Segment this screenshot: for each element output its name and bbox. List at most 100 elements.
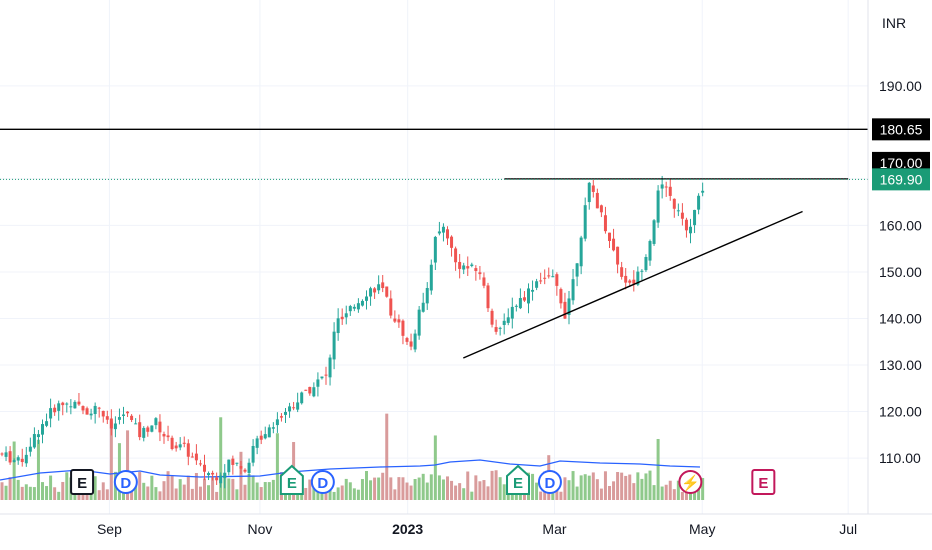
- volume-bar: [12, 441, 16, 500]
- candle-body: [284, 411, 287, 415]
- marker-badge: [113, 470, 138, 494]
- volume-bar: [405, 482, 409, 500]
- price-axis[interactable]: INR 110.00 120.00 130.00 140.00 150.00 160.00…: [879, 15, 922, 466]
- ascending-trendline-drawing[interactable]: [463, 210, 803, 359]
- volume-bar: [644, 473, 648, 500]
- level-170-tag: 170.00: [880, 155, 923, 171]
- candle-body: [20, 458, 24, 463]
- candle-body: [381, 282, 385, 289]
- candle-body: [551, 276, 555, 278]
- candle-body: [555, 274, 559, 286]
- candle-body: [599, 205, 603, 213]
- candle-body: [174, 445, 178, 449]
- time-tick-label: May: [689, 521, 715, 537]
- volume-bar: [571, 471, 575, 500]
- volume-bar: [490, 470, 494, 500]
- candle-body: [514, 305, 518, 307]
- currency-label: INR: [882, 15, 906, 31]
- candle-body: [45, 421, 49, 426]
- candle-body: [668, 186, 672, 196]
- volume-bar: [458, 483, 462, 500]
- candle-body: [628, 280, 632, 283]
- time-axis[interactable]: Sep Nov 2023 Mar May Jul: [97, 521, 857, 537]
- volume-bar: [53, 487, 57, 500]
- volume-bar: [203, 478, 206, 500]
- earnings-marker[interactable]: E: [751, 469, 776, 495]
- volume-bar: [328, 484, 332, 500]
- candle-body: [97, 407, 101, 409]
- candle-body: [275, 419, 279, 426]
- dividend-marker[interactable]: D: [310, 470, 335, 494]
- volume-bar: [397, 477, 401, 500]
- candle-body: [369, 288, 373, 297]
- candle-body: [332, 331, 336, 360]
- candle-body: [466, 266, 470, 269]
- volume-bar: [20, 486, 24, 500]
- marker-letter: ⚡: [681, 474, 700, 492]
- volume-bar: [267, 482, 271, 500]
- marker-badge: [279, 464, 304, 495]
- volume-bar: [620, 472, 624, 500]
- candle-body: [559, 289, 563, 304]
- candle-body: [336, 318, 340, 334]
- marker-letter: E: [77, 475, 87, 492]
- candle-body: [154, 418, 158, 426]
- volume-bar: [482, 480, 486, 500]
- candle-body: [328, 357, 332, 378]
- candle-body: [535, 281, 539, 288]
- volume-bar: [138, 472, 142, 500]
- volume-bar: [65, 472, 69, 500]
- volume-bar: [231, 478, 235, 500]
- candle-body: [595, 192, 599, 209]
- candle-body: [583, 205, 587, 239]
- candle-body: [494, 327, 498, 332]
- marker-badge: [310, 470, 335, 494]
- candle-body: [608, 232, 611, 242]
- candle-body: [612, 238, 616, 251]
- candle-body: [57, 403, 61, 411]
- volume-bar: [41, 482, 44, 500]
- volume-bars: [0, 413, 705, 500]
- price-tick-label: 190.00: [879, 78, 922, 94]
- volume-bar: [365, 471, 368, 500]
- candle-body: [636, 271, 640, 285]
- candle-body: [36, 434, 40, 438]
- candle-body: [251, 445, 255, 463]
- earnings-marker[interactable]: E: [506, 464, 531, 495]
- marker-badge: [70, 469, 95, 495]
- volume-bar: [360, 479, 364, 500]
- dividend-marker[interactable]: D: [113, 470, 138, 494]
- volume-bar: [409, 485, 413, 500]
- volume-bar: [701, 477, 705, 500]
- volume-bar: [632, 483, 636, 500]
- event-marker[interactable]: ⚡: [678, 470, 703, 494]
- volume-bar: [16, 479, 20, 500]
- volume-bar: [146, 486, 150, 500]
- volume-bar: [612, 481, 616, 500]
- volume-bar: [664, 484, 668, 500]
- volume-bar: [595, 479, 599, 500]
- candle-body: [227, 459, 231, 473]
- volume-bar: [551, 491, 555, 500]
- volume-bar: [259, 487, 263, 500]
- candle-body: [211, 472, 215, 475]
- volume-bar: [101, 482, 105, 500]
- volume-bar: [579, 475, 583, 500]
- volume-moving-average: [0, 459, 701, 481]
- event-markers[interactable]: E D E D E D ⚡ E: [70, 464, 776, 495]
- volume-bar: [57, 491, 61, 500]
- earnings-marker[interactable]: E: [70, 469, 95, 495]
- volume-bar: [668, 480, 672, 500]
- candle-body: [73, 401, 77, 409]
- volume-bar: [150, 475, 154, 500]
- time-tick-label: Sep: [97, 521, 122, 537]
- dividend-marker[interactable]: D: [537, 470, 562, 494]
- candle-body: [547, 275, 551, 277]
- earnings-marker[interactable]: E: [279, 464, 304, 495]
- volume-bar: [587, 475, 591, 500]
- candle-body: [567, 298, 571, 316]
- candle-body: [85, 408, 89, 415]
- candle-body: [632, 279, 636, 284]
